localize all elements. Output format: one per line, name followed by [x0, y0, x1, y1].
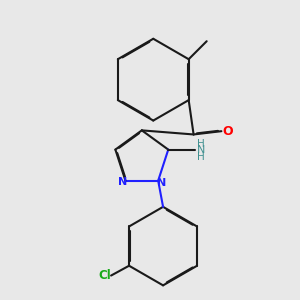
Text: H: H	[197, 152, 205, 162]
Text: N: N	[118, 177, 127, 187]
Text: N: N	[197, 145, 205, 154]
Text: N: N	[157, 178, 166, 188]
Text: O: O	[222, 125, 232, 138]
Text: Cl: Cl	[99, 269, 112, 282]
Text: H: H	[197, 139, 205, 149]
